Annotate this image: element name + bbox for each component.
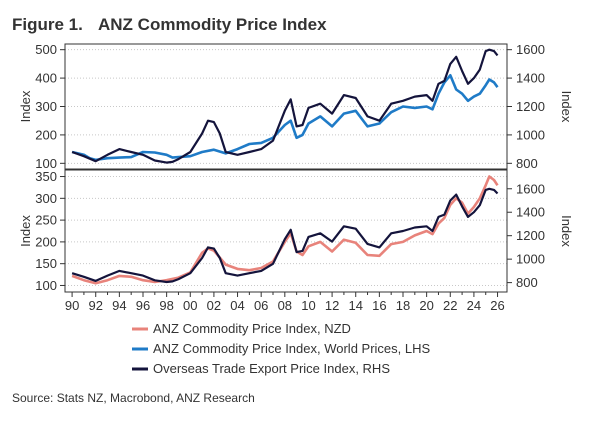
top-left-axis-title: Index bbox=[18, 90, 33, 122]
x-tick-label: 24 bbox=[467, 298, 481, 313]
x-tick-label: 08 bbox=[278, 298, 292, 313]
bottom-left-tick-label: 300 bbox=[35, 191, 57, 206]
x-axis: 90 92 94 96 98 00 02 04 06 08 10 12 14 16 18 20 22 24 26 bbox=[65, 292, 505, 313]
top-left-tick-label: 500 bbox=[35, 42, 57, 57]
x-tick-label: 98 bbox=[159, 298, 173, 313]
bottom-right-tick-label: 1600 bbox=[516, 181, 545, 196]
top-right-tick-label: 1200 bbox=[516, 99, 545, 114]
top-right-tick-label: 1000 bbox=[516, 127, 545, 142]
bottom-right-tick-label: 800 bbox=[516, 275, 538, 290]
x-tick-label: 06 bbox=[254, 298, 268, 313]
legend-label-world: ANZ Commodity Price Index, World Prices,… bbox=[153, 341, 430, 356]
top-left-tick-label: 200 bbox=[35, 127, 57, 142]
x-tick-label: 20 bbox=[419, 298, 433, 313]
x-tick-label: 26 bbox=[490, 298, 504, 313]
bottom-frame bbox=[64, 169, 508, 293]
x-tick-label: 16 bbox=[372, 298, 386, 313]
top-right-tick-label: 1400 bbox=[516, 71, 545, 86]
top-series-line-otepi bbox=[71, 48, 499, 164]
source-note: Source: Stats NZ, Macrobond, ANZ Researc… bbox=[12, 391, 255, 405]
bottom-panel: 100 150 200 250 300 350 800 1000 1200 1400 1600 Ind… bbox=[18, 169, 574, 293]
bottom-right-tick-label: 1000 bbox=[516, 252, 545, 267]
top-panel: 100 200 300 400 500 800 1000 1200 1400 1600 Index I… bbox=[18, 42, 574, 171]
x-tick-label: 90 bbox=[65, 298, 79, 313]
x-tick-label: 22 bbox=[443, 298, 457, 313]
bottom-right-tick-label: 1400 bbox=[516, 205, 545, 220]
x-tick-label: 04 bbox=[230, 298, 244, 313]
x-tick-label: 92 bbox=[88, 298, 102, 313]
legend-label-nzd: ANZ Commodity Price Index, NZD bbox=[153, 321, 351, 336]
bottom-left-axis-title: Index bbox=[18, 215, 33, 247]
top-left-tick-label: 400 bbox=[35, 71, 57, 86]
top-right-tick-label: 800 bbox=[516, 156, 538, 171]
legend-label-otepi: Overseas Trade Export Price Index, RHS bbox=[153, 361, 390, 376]
top-left-tick-label: 300 bbox=[35, 99, 57, 114]
x-tick-label: 18 bbox=[396, 298, 410, 313]
bottom-right-axis-title: Index bbox=[559, 215, 574, 247]
bottom-left-tick-label: 350 bbox=[35, 169, 57, 184]
top-frame bbox=[64, 43, 508, 170]
x-tick-label: 94 bbox=[112, 298, 126, 313]
bottom-left-tick-label: 150 bbox=[35, 256, 57, 271]
top-left-tick-label: 100 bbox=[35, 156, 57, 171]
figure-title: Figure 1. bbox=[12, 15, 83, 34]
bottom-left-tick-label: 250 bbox=[35, 213, 57, 228]
bottom-left-tick-label: 200 bbox=[35, 234, 57, 249]
top-right-axis-title: Index bbox=[559, 91, 574, 123]
x-tick-label: 96 bbox=[136, 298, 150, 313]
x-tick-label: 10 bbox=[301, 298, 315, 313]
bottom-series-line-otepi bbox=[71, 187, 499, 284]
legend: ANZ Commodity Price Index, NZD ANZ Commod… bbox=[132, 321, 430, 376]
top-right-tick-label: 1600 bbox=[516, 42, 545, 57]
top-series-line-world bbox=[71, 74, 499, 162]
bottom-left-tick-label: 100 bbox=[35, 278, 57, 293]
x-tick-label: 00 bbox=[183, 298, 197, 313]
x-tick-label: 12 bbox=[325, 298, 339, 313]
x-tick-label: 14 bbox=[348, 298, 362, 313]
bottom-right-tick-label: 1200 bbox=[516, 228, 545, 243]
x-tick-label: 02 bbox=[207, 298, 221, 313]
figure-subtitle: ANZ Commodity Price Index bbox=[98, 15, 327, 34]
